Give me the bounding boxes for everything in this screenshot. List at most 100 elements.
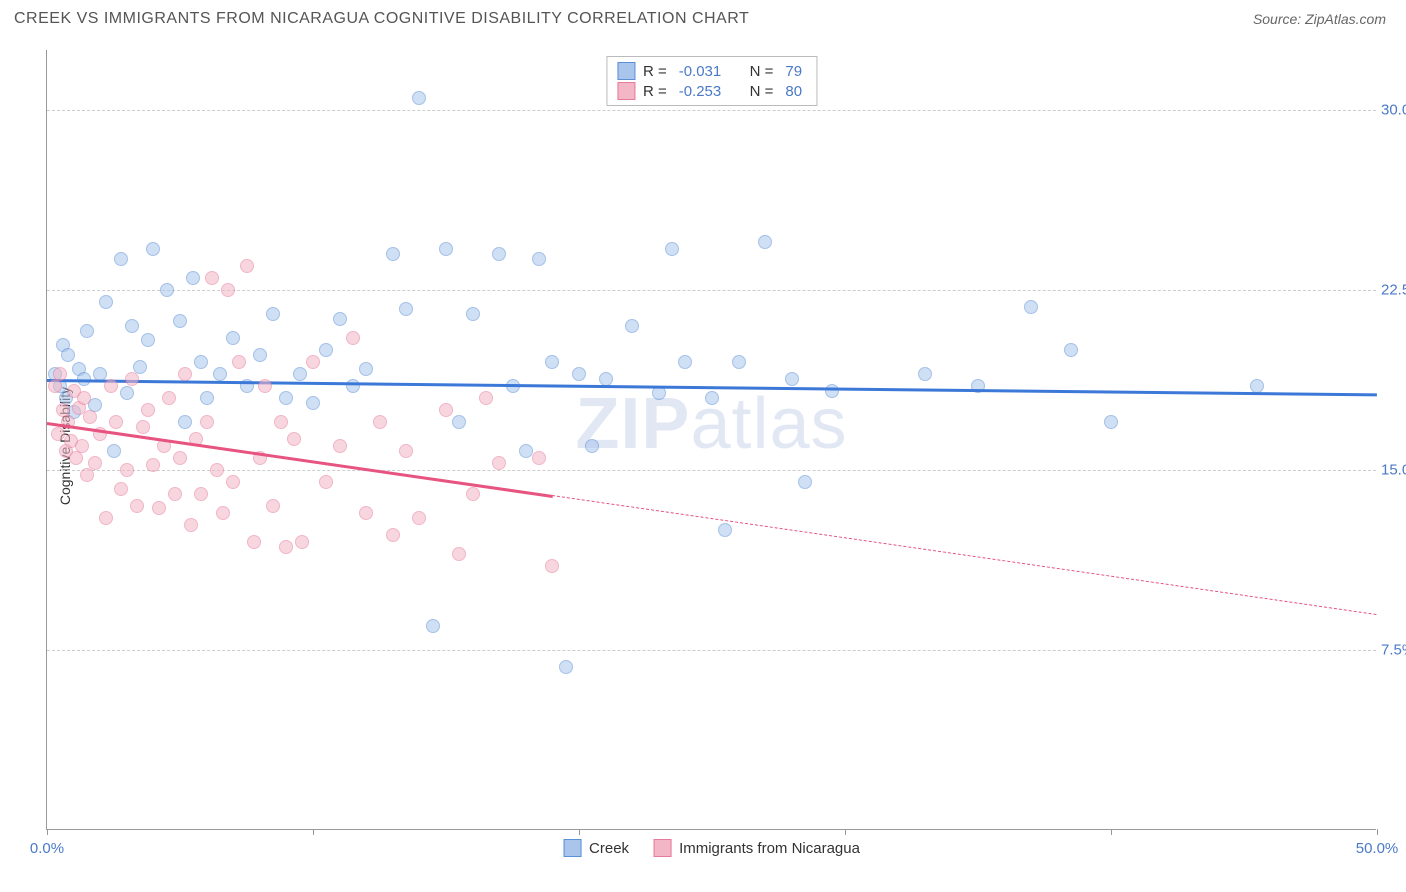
data-point bbox=[258, 379, 272, 393]
data-point bbox=[319, 343, 333, 357]
source-label: Source: ZipAtlas.com bbox=[1253, 11, 1386, 27]
gridline bbox=[47, 290, 1376, 291]
data-point bbox=[266, 307, 280, 321]
data-point bbox=[279, 391, 293, 405]
data-point bbox=[152, 501, 166, 515]
data-point bbox=[399, 444, 413, 458]
legend-series-name: Creek bbox=[589, 840, 629, 857]
x-tick bbox=[1111, 829, 1112, 835]
data-point bbox=[492, 247, 506, 261]
data-point bbox=[194, 355, 208, 369]
data-point bbox=[125, 372, 139, 386]
legend-swatch bbox=[653, 839, 671, 857]
data-point bbox=[519, 444, 533, 458]
data-point bbox=[186, 271, 200, 285]
data-point bbox=[61, 348, 75, 362]
data-point bbox=[333, 439, 347, 453]
data-point bbox=[83, 410, 97, 424]
data-point bbox=[99, 295, 113, 309]
data-point bbox=[160, 283, 174, 297]
data-point bbox=[287, 432, 301, 446]
legend-row: R =-0.253 N =80 bbox=[617, 81, 806, 101]
data-point bbox=[178, 367, 192, 381]
data-point bbox=[492, 456, 506, 470]
data-point bbox=[452, 415, 466, 429]
y-tick-label: 7.5% bbox=[1381, 642, 1406, 659]
data-point bbox=[798, 475, 812, 489]
x-tick bbox=[1377, 829, 1378, 835]
data-point bbox=[306, 396, 320, 410]
data-point bbox=[75, 439, 89, 453]
data-point bbox=[346, 379, 360, 393]
data-point bbox=[785, 372, 799, 386]
data-point bbox=[99, 511, 113, 525]
chart-title: CREEK VS IMMIGRANTS FROM NICARAGUA COGNI… bbox=[14, 10, 749, 28]
gridline bbox=[47, 470, 1376, 471]
data-point bbox=[130, 499, 144, 513]
data-point bbox=[173, 451, 187, 465]
legend-n-value: 79 bbox=[785, 63, 802, 80]
data-point bbox=[221, 283, 235, 297]
legend-swatch bbox=[617, 62, 635, 80]
x-tick-label: 50.0% bbox=[1356, 840, 1399, 857]
legend-swatch bbox=[563, 839, 581, 857]
data-point bbox=[168, 487, 182, 501]
data-point bbox=[293, 367, 307, 381]
data-point bbox=[439, 242, 453, 256]
gridline bbox=[47, 110, 1376, 111]
data-point bbox=[226, 331, 240, 345]
data-point bbox=[136, 420, 150, 434]
legend-item: Creek bbox=[563, 839, 629, 857]
data-point bbox=[333, 312, 347, 326]
series-legend: Creek Immigrants from Nicaragua bbox=[563, 839, 860, 857]
data-point bbox=[109, 415, 123, 429]
legend-n-label: N = bbox=[750, 63, 774, 80]
trend-line-extrapolated bbox=[552, 495, 1377, 615]
data-point bbox=[216, 506, 230, 520]
legend-swatch bbox=[617, 82, 635, 100]
data-point bbox=[88, 456, 102, 470]
data-point bbox=[1250, 379, 1264, 393]
data-point bbox=[232, 355, 246, 369]
data-point bbox=[599, 372, 613, 386]
data-point bbox=[1064, 343, 1078, 357]
data-point bbox=[532, 451, 546, 465]
legend-r-value: -0.253 bbox=[679, 83, 722, 100]
data-point bbox=[585, 439, 599, 453]
data-point bbox=[572, 367, 586, 381]
y-tick-label: 30.0% bbox=[1381, 102, 1406, 119]
data-point bbox=[678, 355, 692, 369]
data-point bbox=[120, 463, 134, 477]
data-point bbox=[479, 391, 493, 405]
legend-n-label: N = bbox=[750, 83, 774, 100]
data-point bbox=[825, 384, 839, 398]
data-point bbox=[184, 518, 198, 532]
data-point bbox=[359, 506, 373, 520]
data-point bbox=[758, 235, 772, 249]
legend-r-value: -0.031 bbox=[679, 63, 722, 80]
data-point bbox=[306, 355, 320, 369]
data-point bbox=[452, 547, 466, 561]
data-point bbox=[359, 362, 373, 376]
data-point bbox=[439, 403, 453, 417]
legend-series-name: Immigrants from Nicaragua bbox=[679, 840, 860, 857]
data-point bbox=[162, 391, 176, 405]
data-point bbox=[266, 499, 280, 513]
data-point bbox=[51, 427, 65, 441]
data-point bbox=[652, 386, 666, 400]
x-tick bbox=[47, 829, 48, 835]
legend-r-label: R = bbox=[643, 83, 667, 100]
data-point bbox=[77, 391, 91, 405]
data-point bbox=[295, 535, 309, 549]
data-point bbox=[80, 468, 94, 482]
data-point bbox=[532, 252, 546, 266]
data-point bbox=[213, 367, 227, 381]
data-point bbox=[69, 451, 83, 465]
x-tick bbox=[579, 829, 580, 835]
data-point bbox=[918, 367, 932, 381]
data-point bbox=[200, 391, 214, 405]
data-point bbox=[625, 319, 639, 333]
data-point bbox=[194, 487, 208, 501]
data-point bbox=[146, 458, 160, 472]
data-point bbox=[200, 415, 214, 429]
